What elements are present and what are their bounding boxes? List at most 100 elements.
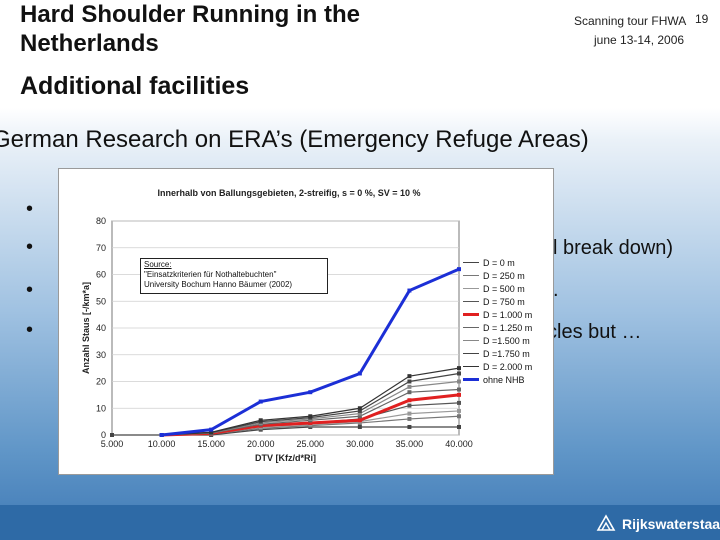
legend-entry: D = 0 m: [463, 257, 515, 268]
legend-swatch: [463, 378, 479, 381]
legend-label: D = 1.000 m: [483, 309, 533, 320]
legend-entry: D =1.750 m: [463, 348, 530, 359]
legend-swatch: [463, 353, 479, 354]
data-point: [258, 399, 263, 404]
legend-label: D = 750 m: [483, 296, 525, 307]
bullet-marker-2: •: [26, 236, 34, 258]
data-point: [308, 414, 313, 419]
slide-title: Hard Shoulder Running in the Netherlands: [20, 0, 360, 58]
data-point: [457, 414, 461, 419]
bullet-marker-4: •: [26, 319, 34, 341]
legend-label: D = 0 m: [483, 257, 515, 268]
legend-entry: D = 1.000 m: [463, 309, 532, 320]
data-point: [457, 371, 461, 376]
legend-swatch: [463, 275, 479, 276]
legend-label: D = 2.000 m: [483, 361, 533, 372]
data-point: [457, 400, 461, 405]
data-point: [407, 411, 412, 416]
legend-swatch: [463, 340, 479, 341]
x-tick-label: 35.000: [396, 439, 424, 449]
data-point: [308, 390, 313, 395]
bullet-text-3: .: [553, 279, 559, 301]
bullet-marker-1: •: [26, 198, 34, 220]
legend-entry: D = 2.000 m: [463, 361, 532, 372]
data-point: [407, 390, 412, 395]
y-tick-label: 20: [96, 377, 106, 387]
x-axis-label: DTV [Kfz/d*Ri]: [255, 453, 316, 463]
legend-entry: ohne NHB: [463, 374, 525, 385]
x-tick-label: 25.000: [297, 439, 325, 449]
source-title: "Einsatzkriterien für Nothaltebuchten": [144, 270, 277, 279]
source-label: Source:: [144, 260, 172, 269]
data-point: [407, 424, 412, 429]
data-point: [357, 371, 362, 376]
legend-entry: D = 500 m: [463, 283, 525, 294]
chart-image: 0 10 20 30 40 50 60 70 80 5.000 10.000 15.000 20.000…: [58, 168, 554, 475]
legend-label: D = 500 m: [483, 283, 525, 294]
legend-entry: D = 250 m: [463, 270, 525, 281]
data-point: [457, 267, 461, 272]
data-point: [209, 427, 214, 432]
y-tick-label: 80: [96, 216, 106, 226]
data-point: [457, 392, 461, 397]
x-tick-label: 20.000: [247, 439, 275, 449]
source-box: Source: "Einsatzkriterien für Nothaltebu…: [140, 258, 328, 294]
legend-label: D =1.500 m: [483, 335, 530, 346]
slide-subtitle: Additional facilities: [20, 72, 250, 100]
y-tick-label: 60: [96, 270, 106, 280]
data-point: [457, 387, 461, 392]
section-heading: German Research on ERA’s (Emergency Refu…: [0, 126, 589, 153]
legend-label: D = 1.250 m: [483, 322, 533, 333]
data-point: [457, 408, 461, 413]
data-point: [407, 288, 412, 293]
slide-title-line2: Netherlands: [20, 30, 159, 57]
x-tick-label: 30.000: [346, 439, 374, 449]
y-tick-label: 70: [96, 243, 106, 253]
data-point: [159, 433, 164, 437]
data-point: [357, 408, 362, 413]
meta-date: june 13-14, 2006: [594, 33, 685, 47]
slide-title-line1: Hard Shoulder Running in the: [20, 1, 360, 28]
data-point: [357, 418, 362, 423]
y-tick-label: 10: [96, 403, 106, 413]
legend-label: D =1.750 m: [483, 348, 530, 359]
bullet-marker-3: •: [26, 279, 34, 301]
data-point: [308, 420, 313, 425]
data-point: [357, 411, 362, 416]
footer-bar: [0, 505, 720, 540]
y-tick-label: 50: [96, 296, 106, 306]
data-point: [357, 424, 362, 429]
data-point: [110, 433, 114, 437]
data-point: [407, 403, 412, 408]
rijkswaterstaat-logo-icon: [596, 514, 616, 531]
data-point: [407, 398, 412, 403]
legend-swatch: [463, 301, 479, 302]
legend-swatch: [463, 366, 479, 367]
x-tick-label: 40.000: [445, 439, 473, 449]
data-point: [407, 416, 412, 421]
y-tick-label: 30: [96, 350, 106, 360]
legend-label: D = 250 m: [483, 270, 525, 281]
data-point: [407, 384, 412, 389]
data-point: [457, 424, 461, 429]
footer-logo-text: Rijkswaterstaat: [622, 516, 720, 532]
y-tick-label: 0: [101, 430, 106, 440]
source-author: University Bochum Hanno Bäumer (2002): [144, 280, 293, 289]
legend-swatch: [463, 288, 479, 289]
legend-entry: D = 1.250 m: [463, 322, 532, 333]
data-point: [457, 366, 461, 371]
meta-event: Scanning tour FHWA: [574, 14, 687, 28]
legend-label: ohne NHB: [483, 374, 525, 385]
x-tick-label: 5.000: [101, 439, 124, 449]
chart-svg: 0 10 20 30 40 50 60 70 80 5.000 10.000 15.000 20.000…: [81, 188, 473, 463]
legend-swatch: [463, 313, 479, 316]
y-tick-label: 40: [96, 323, 106, 333]
data-point: [407, 374, 412, 379]
bullet-text-4: cles but …: [547, 321, 642, 343]
slide-meta: Scanning tour FHWA june 13-14, 2006: [574, 12, 686, 50]
legend-entry: D =1.500 m: [463, 335, 530, 346]
y-axis-label: Anzahl Staus [-/km*a]: [81, 282, 91, 374]
data-point: [357, 406, 362, 411]
data-point: [457, 379, 461, 384]
chart-title: Innerhalb von Ballungsgebieten, 2-streif…: [157, 188, 420, 198]
